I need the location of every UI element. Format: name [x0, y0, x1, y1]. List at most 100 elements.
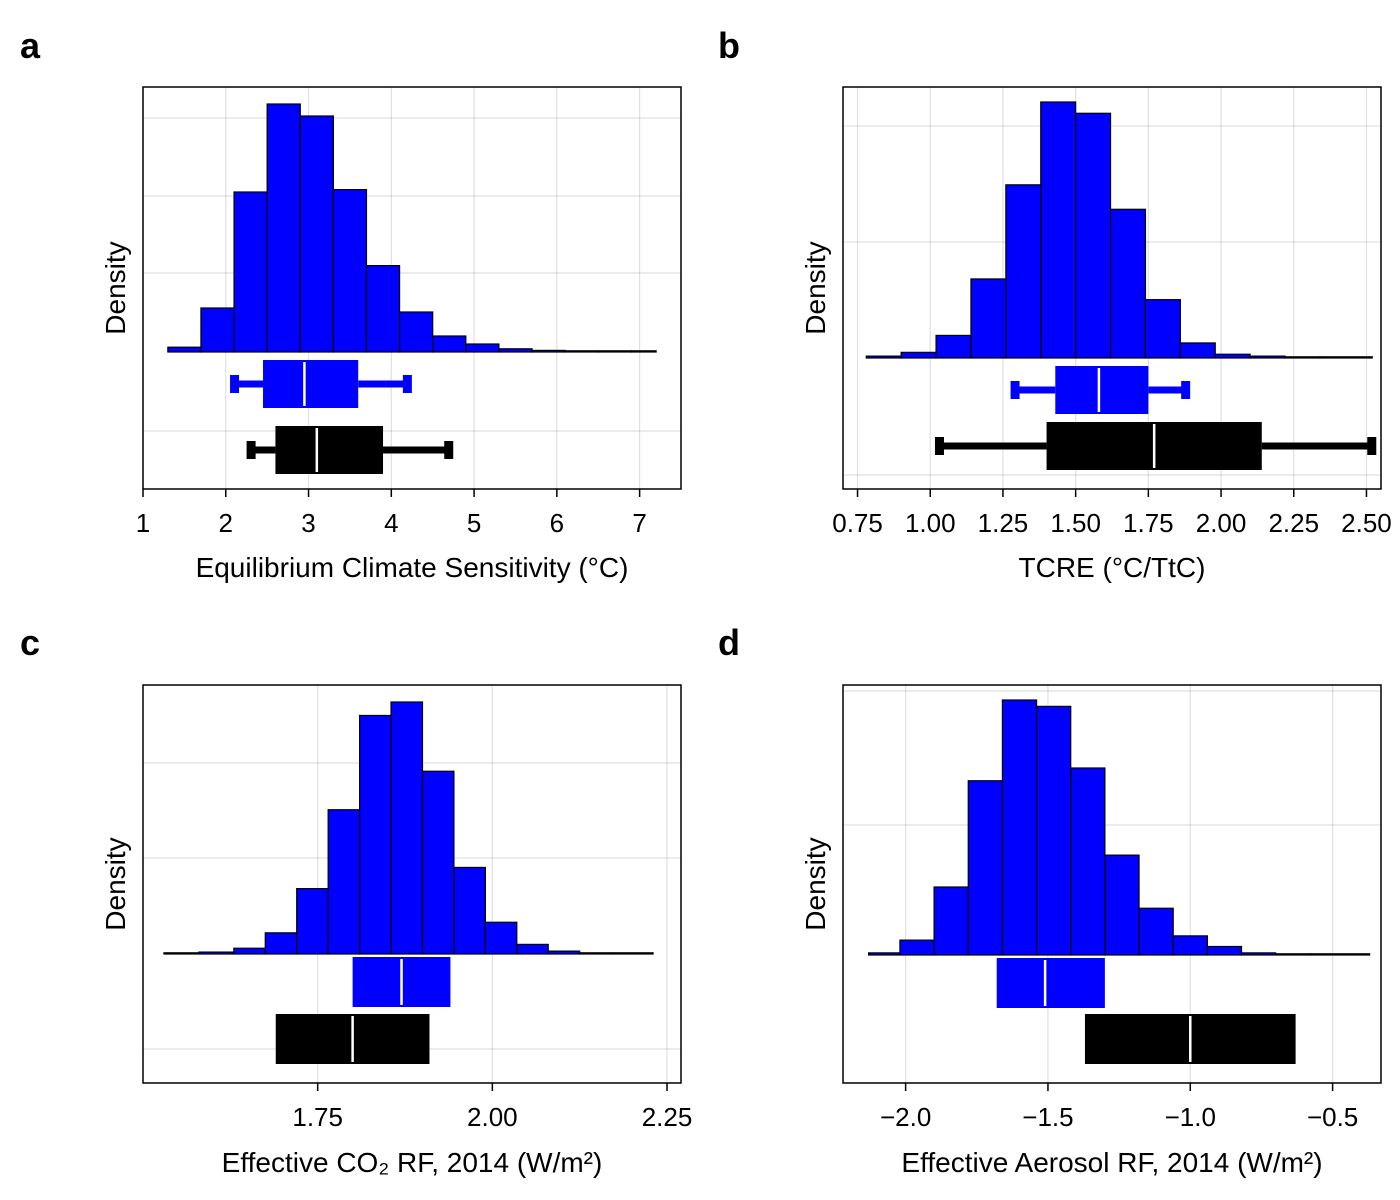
whisker-cap-high [444, 441, 454, 459]
x-tick-label: −1.0 [1165, 1102, 1216, 1132]
whisker-cap-high [1181, 381, 1191, 399]
histogram-bar [296, 887, 329, 955]
histogram-bar [484, 921, 518, 955]
histogram-bar [868, 952, 901, 956]
histogram-bar [163, 952, 200, 955]
histogram-bar [900, 351, 937, 359]
x-tick-label: 7 [632, 508, 646, 538]
histogram-bar [1070, 767, 1106, 956]
histogram-bar [266, 103, 301, 353]
histogram-bar [1275, 953, 1311, 956]
x-axis-label-b: TCRE (°C/TtC) [1019, 552, 1206, 583]
box-iqr [275, 426, 384, 474]
panel-letter-d: d [718, 622, 740, 663]
histogram-bar [933, 886, 969, 956]
histogram-bar [1005, 184, 1042, 359]
y-axis-label-d: Density [800, 837, 831, 930]
histogram-bar [899, 939, 935, 956]
histogram-bar [198, 951, 235, 955]
x-tick-label: 4 [384, 508, 398, 538]
box-iqr [996, 958, 1105, 1008]
plot-frame-d [842, 684, 1382, 1084]
histogram-bar [564, 350, 599, 353]
whisker-cap-low [1010, 381, 1020, 399]
whisker-cap-high [402, 375, 412, 393]
x-tick-label: −0.5 [1307, 1102, 1358, 1132]
x-tick-label: −2.0 [880, 1102, 931, 1132]
boxplots-a [230, 360, 454, 474]
histogram-bar [498, 348, 533, 353]
histogram-bars-b [865, 101, 1373, 359]
whisker-cap-high [1367, 437, 1377, 455]
boxplots-d [996, 958, 1296, 1064]
whisker-cap-low [934, 437, 944, 455]
x-tick-label: 2.00 [1196, 508, 1247, 538]
histogram-bar [597, 350, 632, 353]
y-axis-label-a: Density [100, 241, 131, 334]
panel-letter-a: a [20, 25, 41, 66]
histogram-bar [432, 335, 467, 353]
x-axis-label-a: Equilibrium Climate Sensitivity (°C) [196, 552, 629, 583]
histogram-bar [200, 307, 235, 353]
panel-a: a 1 2 3 4 5 6 7 Equilibrium Climate Sensitivit… [20, 25, 682, 583]
histogram-bar [398, 311, 434, 353]
histogram-bars-c [163, 701, 654, 955]
histogram-bar [332, 189, 368, 353]
histogram-bar [547, 950, 581, 955]
whisker-cap-low [230, 375, 240, 393]
whisker-cap-low [246, 441, 256, 459]
histogram-bar [935, 334, 972, 359]
histogram-bar [264, 932, 298, 955]
histogram-bar [1001, 699, 1038, 956]
histogram-bar [1040, 101, 1077, 359]
x-tick-label: 2.00 [467, 1102, 518, 1132]
x-ticks-a: 1 2 3 4 5 6 7 [136, 489, 647, 538]
histogram-bar [970, 278, 1007, 359]
histogram-bar [865, 355, 902, 359]
panel-d: d −2.0 −1.5 −1.0 −0.5 Effective Aerosol RF,… [718, 622, 1382, 1178]
plot-area-a [143, 87, 681, 489]
histogram-bar [630, 350, 657, 353]
box-iqr [263, 360, 359, 408]
x-tick-label: 6 [550, 508, 564, 538]
panel-letter-b: b [718, 25, 740, 66]
histogram-bar [967, 780, 1004, 956]
histogram-bar [1109, 208, 1147, 359]
histogram-bars-d [868, 699, 1371, 956]
x-ticks-d: −2.0 −1.5 −1.0 −0.5 [880, 1083, 1358, 1132]
histogram-bar [390, 701, 424, 955]
x-tick-label: 5 [467, 508, 481, 538]
panel-letter-c: c [20, 622, 40, 663]
x-axis-label-c: Effective CO₂ RF, 2014 (W/m²) [222, 1147, 603, 1178]
histogram-bar [365, 265, 401, 353]
x-tick-label: 1.25 [978, 508, 1029, 538]
histogram-bar [1104, 854, 1140, 956]
histogram-bar [1138, 907, 1174, 956]
plot-frame-a [142, 86, 682, 490]
boxplots-b [934, 366, 1377, 470]
histogram-bar [358, 714, 392, 955]
histogram-bar [1206, 945, 1243, 956]
histogram-bar [167, 346, 202, 353]
y-axis-label-c: Density [100, 837, 131, 930]
box-iqr [1055, 366, 1149, 414]
histogram-bar [299, 115, 334, 353]
histogram-bars-a [167, 103, 657, 353]
histogram-bar [421, 770, 455, 955]
histogram-bar [1309, 953, 1371, 956]
histogram-bar [1249, 355, 1286, 359]
histogram-bar [1144, 299, 1181, 359]
histogram-bar [531, 349, 566, 353]
histogram-bar [233, 947, 266, 955]
histogram-bar [1075, 112, 1112, 359]
x-tick-label: 2 [219, 508, 233, 538]
histogram-bar [1179, 342, 1216, 359]
histogram-bar [465, 343, 500, 353]
histogram-bar [1035, 705, 1072, 956]
x-ticks-c: 1.75 2.00 2.25 [292, 1083, 692, 1132]
histogram-bar [233, 191, 268, 353]
histogram-bar [610, 952, 654, 955]
x-tick-label: 1 [136, 508, 150, 538]
y-axis-label-b: Density [800, 241, 831, 334]
